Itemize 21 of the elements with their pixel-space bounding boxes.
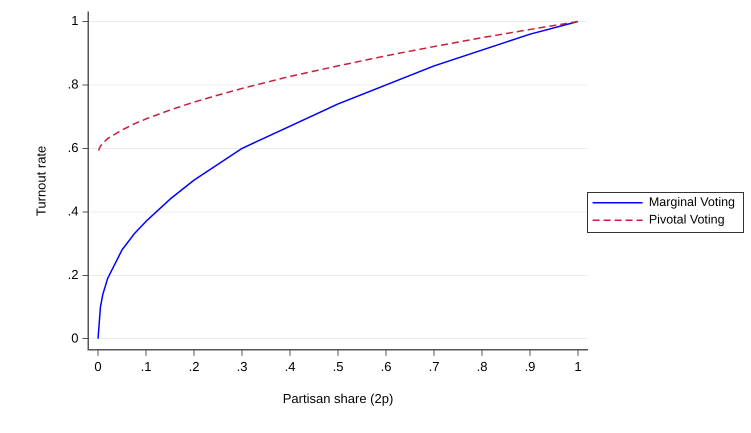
x-tick-label: .5: [332, 359, 344, 374]
x-axis-title: Partisan share (2p): [282, 390, 394, 406]
x-tick-label: .2: [188, 359, 200, 374]
x-tick-label: 1: [574, 359, 582, 374]
x-tick-label: .3: [236, 359, 248, 374]
y-axis-title: Turnout rate: [33, 146, 48, 216]
y-tick-label: .6: [68, 140, 78, 155]
legend-label: Marginal Voting: [648, 195, 736, 210]
x-tick-label: .4: [284, 359, 296, 374]
y-tick-label: 0: [71, 330, 78, 346]
y-tick-label: 1: [71, 13, 78, 28]
x-tick-label: 0: [94, 359, 102, 374]
x-tick-label: .9: [524, 359, 536, 374]
x-tick-label: .6: [380, 359, 392, 374]
y-tick-label: .2: [68, 266, 78, 282]
x-tick-label: .1: [140, 359, 152, 374]
y-tick-label: .4: [68, 203, 78, 218]
x-tick-label: .7: [428, 359, 440, 374]
legend-label: Pivotal Voting: [648, 212, 725, 227]
x-tick-label: .8: [476, 359, 488, 374]
y-tick-label: .8: [68, 76, 78, 92]
